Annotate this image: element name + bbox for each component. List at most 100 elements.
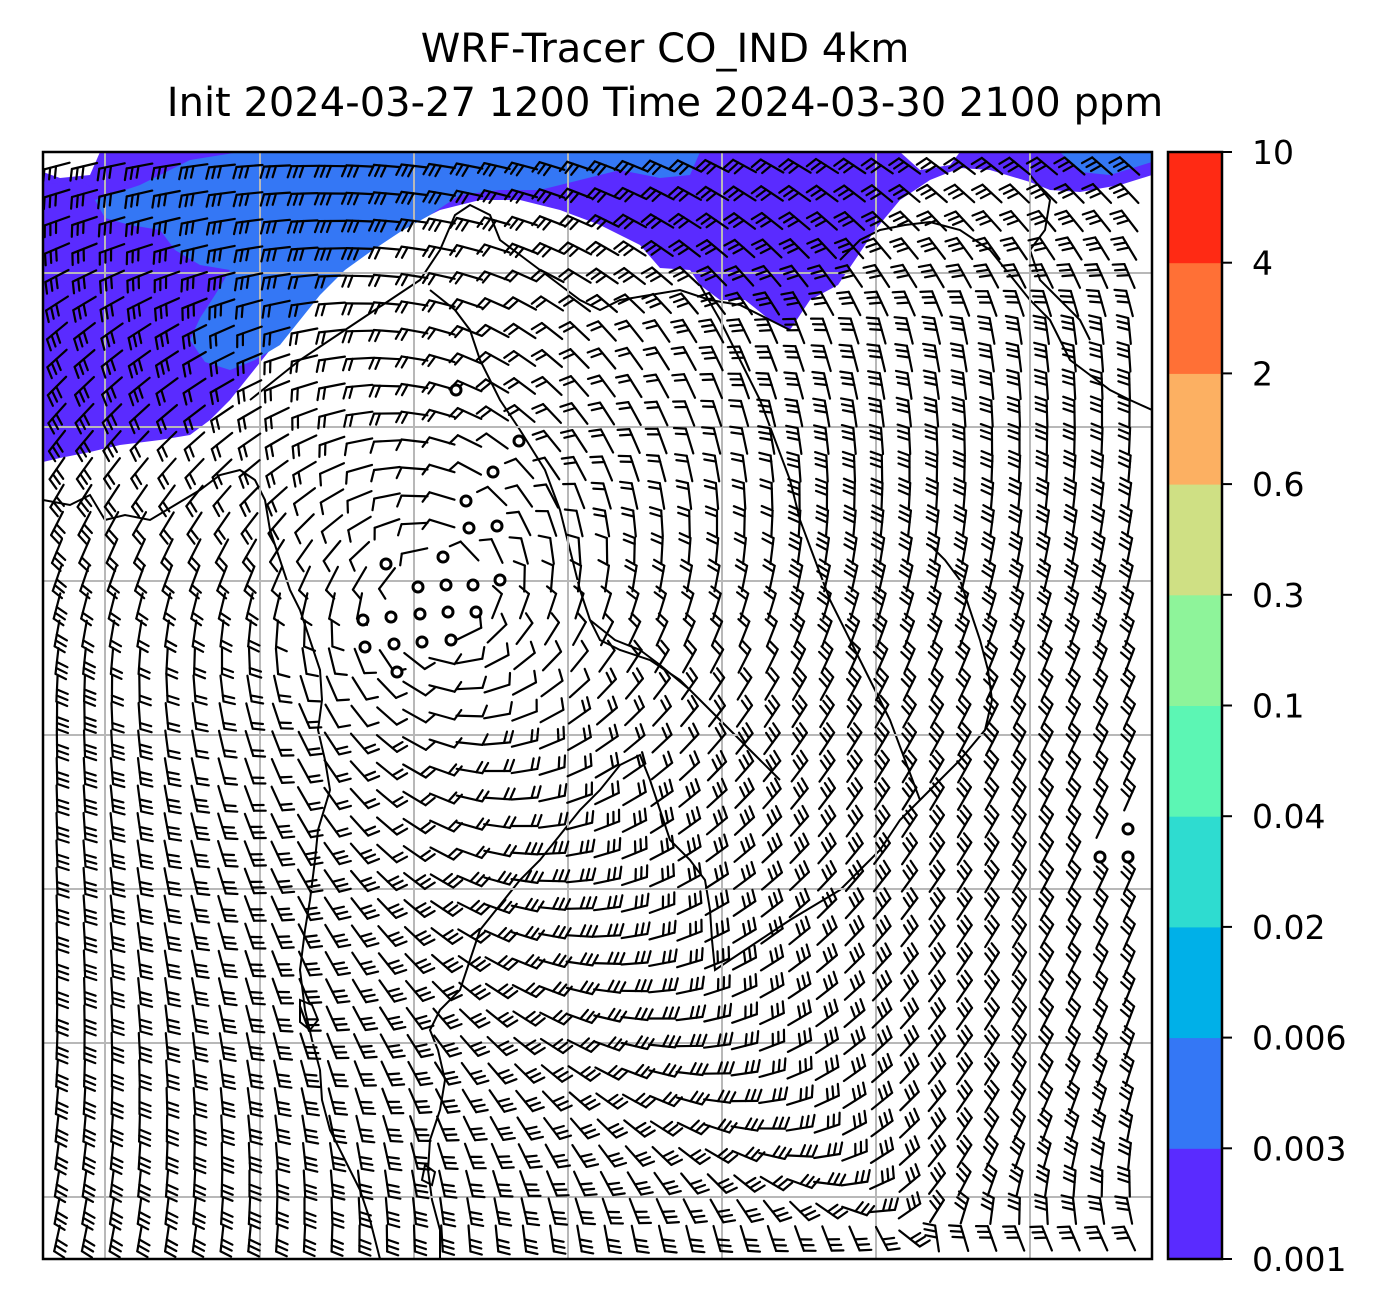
wind-barb [785, 1113, 816, 1132]
wind-barb [1026, 209, 1057, 233]
wind-barb [955, 722, 972, 757]
wind-barb [846, 749, 863, 783]
wind-barb [841, 1201, 876, 1217]
colorbar-tick-label: 0.02 [1252, 908, 1325, 947]
wind-barb [676, 918, 703, 942]
wind-barb [124, 189, 154, 210]
wind-barb [652, 694, 672, 727]
wind-barb [548, 1224, 567, 1255]
wind-barb [82, 976, 98, 1009]
wind-barb [55, 729, 70, 762]
wind-barb [680, 694, 699, 728]
wind-barb [217, 812, 239, 841]
wind-barb [640, 213, 675, 229]
wind-barb [621, 1092, 656, 1109]
wind-barb [99, 296, 125, 323]
wind-barb [376, 843, 409, 864]
wind-barb [155, 377, 179, 406]
wind-barb [784, 398, 804, 428]
wind-barb [676, 890, 703, 916]
wind-barb [956, 887, 973, 921]
wind-barb [341, 329, 374, 344]
wind-barb [955, 1024, 974, 1058]
wind-barb [1090, 1136, 1106, 1171]
wind-barb [805, 157, 840, 175]
wind-barb [297, 868, 324, 894]
wind-barb [158, 484, 176, 518]
wind-barb [928, 914, 946, 948]
wind-barb [901, 722, 918, 756]
wind-barb [247, 1196, 262, 1230]
wind-barb [628, 1197, 653, 1225]
wind-barb [538, 725, 566, 750]
wind-barb [377, 952, 408, 975]
wind-barb [707, 558, 721, 593]
wind-barb [217, 894, 239, 923]
calm-circle [413, 607, 427, 621]
wind-barb [705, 805, 729, 836]
wind-barb [297, 950, 323, 977]
wind-barb [812, 1172, 847, 1187]
wind-barb [324, 950, 351, 977]
wind-barb [730, 1058, 761, 1077]
wind-barb [872, 639, 889, 675]
wind-barb [653, 1171, 682, 1196]
wind-barb [928, 694, 945, 729]
calm-circle [512, 434, 526, 448]
wind-barb [213, 511, 231, 545]
wind-barb [345, 463, 374, 485]
wind-barb [763, 722, 781, 756]
chart-title: WRF-Tracer CO_IND 4km Init 2024-03-27 12… [40, 22, 1290, 130]
wind-barb [402, 736, 436, 751]
wind-barb [1008, 531, 1024, 565]
wind-barb [510, 925, 546, 941]
wind-barb [544, 1143, 572, 1169]
wind-barb [757, 425, 776, 455]
wind-barb [296, 841, 324, 866]
calm-circle [1093, 850, 1107, 864]
wind-barb [759, 971, 785, 999]
wind-barb [980, 504, 995, 538]
wind-barb [348, 540, 371, 572]
wind-barb [559, 429, 588, 453]
wind-barb [898, 1135, 921, 1166]
wind-barb [702, 1061, 735, 1075]
wind-barb [137, 1031, 153, 1064]
wind-barb [707, 722, 727, 755]
wind-barb [83, 1031, 97, 1065]
wind-barb [82, 756, 98, 789]
wind-barb [286, 219, 319, 234]
wind-barb [955, 1052, 974, 1086]
colorbar-segment [1168, 1148, 1222, 1260]
wind-barb [217, 867, 239, 896]
wind-barb [846, 722, 863, 756]
wind-barb [475, 405, 510, 422]
wind-barb [1007, 1192, 1021, 1226]
wind-barb [395, 218, 429, 233]
wind-barb [218, 1032, 237, 1063]
wind-barb [455, 645, 486, 665]
wind-barb [286, 192, 319, 207]
wind-barb [888, 184, 921, 203]
wind-barb [313, 164, 347, 178]
wind-barb [1011, 969, 1028, 1004]
wind-barb [594, 751, 620, 779]
colorbar-segment [1168, 594, 1222, 706]
wind-barb [842, 1053, 867, 1083]
wind-barb [137, 976, 154, 1008]
wind-barb [484, 642, 510, 669]
wind-barb [569, 559, 583, 593]
calm-circle [411, 580, 425, 594]
wind-barb [955, 997, 974, 1031]
wind-barb [241, 538, 258, 573]
wind-barb [759, 1175, 794, 1192]
wind-barb [1060, 341, 1077, 373]
wind-barb [349, 760, 381, 782]
wind-barb [566, 533, 582, 566]
wind-barb [588, 428, 615, 454]
wind-barb [956, 859, 973, 894]
wind-barb [110, 1004, 125, 1037]
wind-barb [761, 531, 775, 566]
tracer-band-0003-0006 [95, 152, 700, 370]
wind-barb [1063, 531, 1079, 565]
